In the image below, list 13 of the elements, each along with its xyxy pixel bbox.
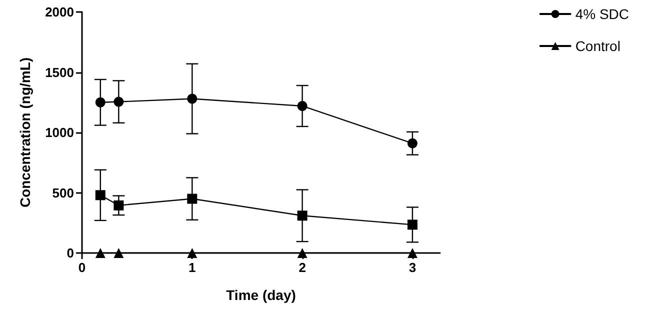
x-tick-label: 3 bbox=[408, 260, 416, 275]
y-tick-label: 1500 bbox=[45, 64, 74, 80]
y-tick-label: 1000 bbox=[45, 125, 74, 140]
x-axis-title: Time (day) bbox=[226, 287, 296, 303]
y-tick-label: 2000 bbox=[45, 4, 74, 20]
legend-label: Control bbox=[575, 38, 620, 54]
x-tick-label: 2 bbox=[298, 260, 306, 275]
y-tick-label: 0 bbox=[66, 246, 74, 260]
legend-label: 4% SDC bbox=[575, 6, 630, 22]
x-tick-label: 1 bbox=[188, 260, 196, 275]
x-tick-label: 0 bbox=[78, 260, 86, 275]
y-tick-label: 500 bbox=[52, 185, 74, 200]
y-axis-title: Concentration (ng/mL) bbox=[17, 57, 33, 208]
